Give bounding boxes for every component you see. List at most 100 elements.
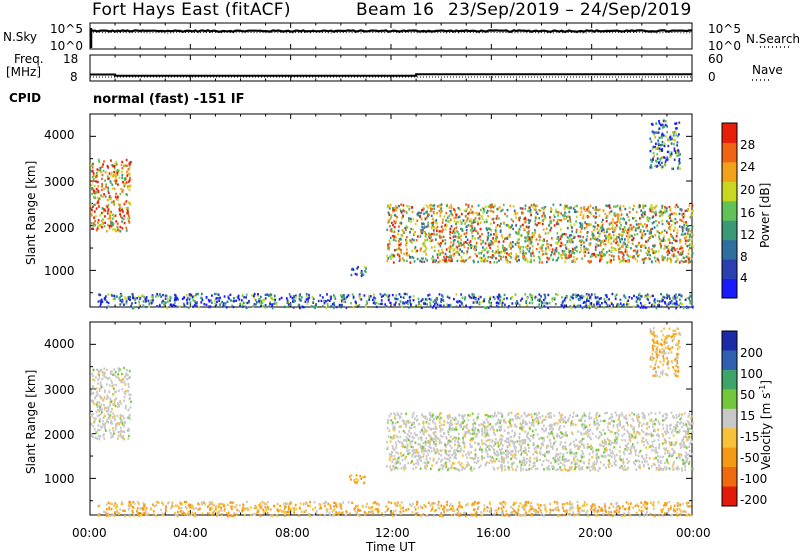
echo-point (472, 301, 475, 304)
echo-point (605, 510, 608, 514)
echo-point (662, 299, 664, 302)
echo-point (538, 293, 541, 296)
echo-point (99, 418, 101, 422)
echo-point (650, 304, 653, 307)
echo-point (112, 222, 115, 226)
echo-point (615, 205, 617, 208)
echo-point (339, 511, 342, 515)
echo-point (393, 297, 396, 300)
echo-point (471, 244, 474, 248)
echo-point (681, 252, 684, 256)
echo-point (506, 297, 508, 300)
echo-point (444, 228, 447, 231)
echo-point (102, 163, 104, 166)
echo-point (213, 509, 216, 513)
echo-point (209, 305, 212, 308)
echo-point (610, 259, 612, 262)
echo-point (293, 508, 296, 512)
echo-point (493, 261, 496, 264)
echo-point (465, 225, 468, 229)
echo-point (104, 221, 106, 224)
echo-point (549, 511, 552, 514)
echo-point (572, 297, 574, 300)
echo-point (174, 305, 177, 308)
echo-point (674, 130, 677, 134)
echo-point (90, 433, 93, 436)
echo-point (114, 418, 116, 422)
echo-point (524, 237, 527, 240)
echo-point (593, 303, 595, 306)
echo-point (141, 506, 144, 510)
echo-point (642, 415, 645, 419)
echo-point (525, 300, 528, 303)
echo-point (468, 241, 471, 245)
echo-point (423, 232, 426, 235)
echo-point (529, 508, 531, 511)
echo-point (597, 239, 599, 243)
echo-point (429, 240, 432, 243)
echo-point (276, 508, 279, 512)
echo-point (106, 175, 109, 178)
echo-point (260, 303, 263, 306)
echo-point (200, 296, 202, 300)
echo-point (567, 219, 569, 223)
echo-point (118, 403, 120, 406)
echo-point (627, 238, 629, 241)
echo-point (658, 214, 661, 218)
echo-point (420, 505, 422, 508)
echo-point (442, 228, 444, 231)
echo-point (352, 306, 355, 309)
echo-point (570, 254, 572, 257)
echo-point (119, 400, 121, 403)
echo-point (671, 212, 673, 216)
echo-point (612, 505, 615, 508)
echo-point (652, 221, 655, 224)
echo-point (688, 228, 690, 231)
echo-point (550, 207, 552, 210)
echo-point (165, 294, 168, 297)
echo-point (660, 245, 662, 248)
echo-point (585, 503, 588, 506)
echo-point (123, 303, 125, 306)
echo-point (473, 228, 476, 231)
echo-point (646, 297, 649, 301)
echo-point (630, 502, 632, 505)
echo-point (534, 220, 537, 223)
echo-point (374, 508, 377, 511)
power-cbar-tick-12: 12 (740, 228, 756, 242)
echo-point (129, 393, 132, 397)
echo-point (101, 207, 104, 210)
echo-point (298, 304, 301, 307)
echo-point (516, 300, 518, 303)
echo-point (688, 297, 690, 300)
echo-point (481, 233, 483, 236)
echo-point (675, 151, 677, 154)
echo-point (496, 207, 499, 211)
echo-point (124, 374, 127, 377)
echo-point (690, 213, 693, 217)
echo-point (677, 133, 680, 136)
echo-point (123, 422, 125, 425)
echo-point (644, 204, 647, 208)
echo-point (414, 508, 417, 511)
echo-point (691, 204, 694, 207)
echo-point (506, 252, 508, 255)
echo-point (534, 231, 537, 234)
echo-point (595, 253, 597, 257)
echo-point (635, 300, 638, 304)
echo-point (546, 243, 548, 246)
echo-point (603, 442, 606, 445)
echo-point (104, 209, 106, 212)
echo-point (689, 299, 691, 302)
echo-point (423, 302, 425, 305)
echo-point (528, 236, 530, 239)
echo-point (255, 511, 258, 514)
echo-point (497, 251, 500, 254)
echo-point (398, 259, 401, 263)
echo-point (642, 258, 645, 261)
echo-point (490, 239, 493, 243)
echo-point (356, 511, 358, 514)
echo-point (501, 501, 504, 504)
echo-point (126, 164, 129, 167)
echo-point (390, 512, 393, 515)
